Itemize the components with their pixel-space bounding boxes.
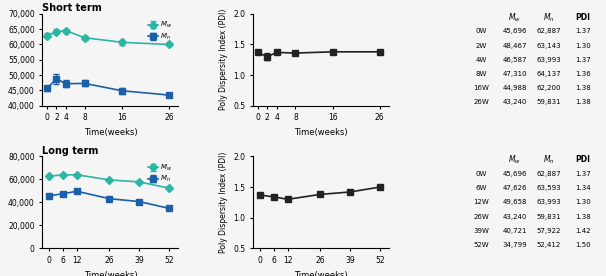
Text: Short term: Short term — [42, 3, 102, 13]
X-axis label: Time(weeks): Time(weeks) — [84, 270, 137, 276]
Text: Long term: Long term — [42, 146, 99, 156]
X-axis label: Time(weeks): Time(weeks) — [295, 270, 348, 276]
X-axis label: Time(weeks): Time(weeks) — [84, 128, 137, 137]
Legend: $M_w$, $M_n$: $M_w$, $M_n$ — [145, 17, 175, 45]
Y-axis label: Molecular: Molecular — [0, 39, 2, 80]
Y-axis label: Molecular: Molecular — [0, 182, 2, 223]
Legend: $M_w$, $M_n$: $M_w$, $M_n$ — [145, 160, 175, 187]
X-axis label: Time(weeks): Time(weeks) — [295, 128, 348, 137]
Y-axis label: Poly Dispersity Index (PDI): Poly Dispersity Index (PDI) — [219, 152, 228, 253]
Y-axis label: Poly Dispersity Index (PDI): Poly Dispersity Index (PDI) — [219, 9, 228, 110]
